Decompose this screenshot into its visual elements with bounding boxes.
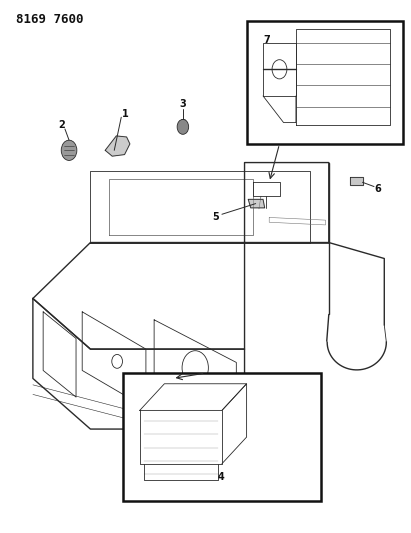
Text: 5: 5 <box>212 213 219 222</box>
Text: 1: 1 <box>122 109 129 118</box>
Polygon shape <box>350 177 363 185</box>
Text: 2: 2 <box>58 120 65 130</box>
Polygon shape <box>248 199 265 208</box>
Polygon shape <box>105 136 130 156</box>
Circle shape <box>177 119 189 134</box>
Bar <box>123 373 321 501</box>
Circle shape <box>61 140 77 160</box>
Text: 6: 6 <box>375 184 381 193</box>
Text: 7: 7 <box>263 35 270 45</box>
Text: 8169 7600: 8169 7600 <box>16 13 84 26</box>
Text: 4: 4 <box>218 472 224 482</box>
Bar <box>247 21 403 144</box>
Text: 3: 3 <box>180 100 186 109</box>
